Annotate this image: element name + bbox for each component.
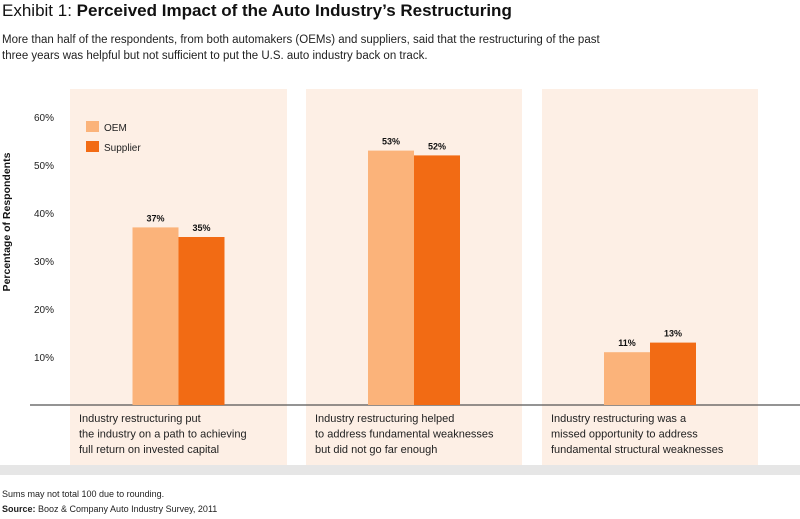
bottom-band	[0, 465, 800, 475]
data-label: 37%	[146, 213, 164, 223]
category-label-panel-2	[306, 407, 522, 465]
y-tick-label: 60%	[34, 113, 54, 124]
legend-swatch-oem	[86, 121, 99, 132]
bar-oem-1	[132, 227, 179, 405]
y-tick-label: 20%	[34, 305, 54, 316]
category-label: to address fundamental weaknesses	[315, 429, 494, 441]
category-label-panel-3	[542, 407, 758, 465]
data-label: 11%	[618, 338, 636, 348]
data-label: 52%	[428, 141, 446, 151]
category-label: the industry on a path to achieving	[79, 429, 247, 441]
legend-label: Supplier	[104, 143, 141, 154]
category-label: Industry restructuring put	[79, 413, 201, 425]
category-label: Industry restructuring was a	[551, 413, 687, 425]
data-label: 53%	[382, 137, 400, 147]
category-label: missed opportunity to address	[551, 429, 698, 441]
legend-swatch-supplier	[86, 141, 99, 152]
bar-supplier-2	[414, 155, 460, 405]
footnote: Sums may not total 100 due to rounding.	[2, 489, 165, 499]
source-text: Booz & Company Auto Industry Survey, 201…	[35, 504, 218, 514]
y-axis-label: Percentage of Respondents	[1, 152, 13, 291]
bar-supplier-1	[178, 237, 225, 405]
bar-oem-3	[604, 352, 650, 405]
bar-oem-2	[368, 150, 414, 405]
data-label: 13%	[664, 329, 682, 339]
category-label: Industry restructuring helped	[315, 413, 454, 425]
category-label: fundamental structural weaknesses	[551, 444, 724, 456]
category-label-panel-1	[70, 407, 287, 465]
exhibit-title: Perceived Impact of the Auto Industry’s …	[76, 1, 512, 20]
category-label: but did not go far enough	[315, 444, 437, 456]
exhibit-label: Exhibit 1:	[2, 1, 72, 20]
source-line: Source: Booz & Company Auto Industry Sur…	[2, 504, 217, 514]
bar-supplier-3	[650, 342, 696, 405]
y-tick-label: 50%	[34, 161, 54, 172]
legend-label: OEM	[104, 123, 127, 134]
y-tick-label: 10%	[34, 353, 54, 364]
y-tick-label: 40%	[34, 209, 54, 220]
y-tick-label: 30%	[34, 257, 54, 268]
source-label: Source:	[2, 504, 36, 514]
chart-subtitle: More than half of the respondents, from …	[2, 34, 600, 62]
data-label: 35%	[192, 223, 210, 233]
chart-title: Exhibit 1: Perceived Impact of the Auto …	[2, 1, 512, 21]
category-label: full return on invested capital	[79, 444, 219, 456]
